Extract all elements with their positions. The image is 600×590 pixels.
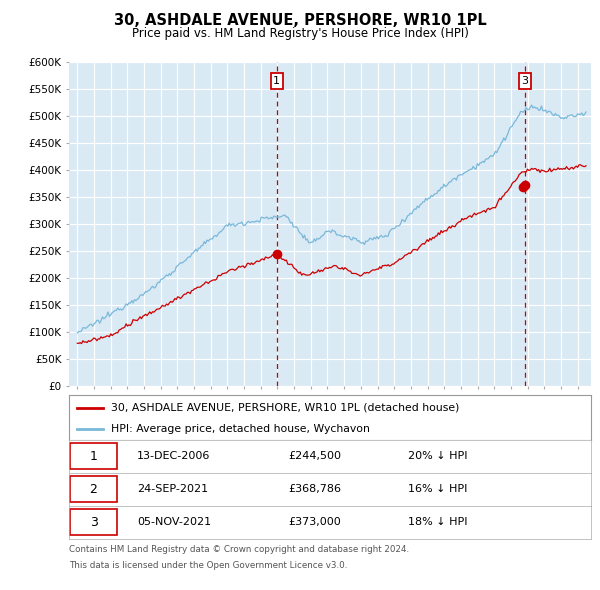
Text: 3: 3 — [521, 76, 529, 86]
Text: 30, ASHDALE AVENUE, PERSHORE, WR10 1PL (detached house): 30, ASHDALE AVENUE, PERSHORE, WR10 1PL (… — [111, 403, 459, 412]
Text: 18% ↓ HPI: 18% ↓ HPI — [409, 517, 468, 527]
Text: £368,786: £368,786 — [288, 484, 341, 494]
Text: 13-DEC-2006: 13-DEC-2006 — [137, 451, 210, 461]
Text: 2: 2 — [89, 483, 97, 496]
Text: 20% ↓ HPI: 20% ↓ HPI — [409, 451, 468, 461]
Text: 24-SEP-2021: 24-SEP-2021 — [137, 484, 208, 494]
Text: 16% ↓ HPI: 16% ↓ HPI — [409, 484, 467, 494]
Text: £373,000: £373,000 — [288, 517, 341, 527]
Text: 3: 3 — [89, 516, 97, 529]
FancyBboxPatch shape — [70, 443, 117, 469]
Text: HPI: Average price, detached house, Wychavon: HPI: Average price, detached house, Wych… — [111, 424, 370, 434]
Text: This data is licensed under the Open Government Licence v3.0.: This data is licensed under the Open Gov… — [69, 561, 347, 570]
Text: 1: 1 — [273, 76, 280, 86]
Text: Price paid vs. HM Land Registry's House Price Index (HPI): Price paid vs. HM Land Registry's House … — [131, 27, 469, 40]
Text: 1: 1 — [89, 450, 97, 463]
Text: 05-NOV-2021: 05-NOV-2021 — [137, 517, 211, 527]
Text: Contains HM Land Registry data © Crown copyright and database right 2024.: Contains HM Land Registry data © Crown c… — [69, 545, 409, 553]
Text: 30, ASHDALE AVENUE, PERSHORE, WR10 1PL: 30, ASHDALE AVENUE, PERSHORE, WR10 1PL — [113, 13, 487, 28]
FancyBboxPatch shape — [70, 509, 117, 535]
FancyBboxPatch shape — [70, 476, 117, 502]
Text: £244,500: £244,500 — [288, 451, 341, 461]
